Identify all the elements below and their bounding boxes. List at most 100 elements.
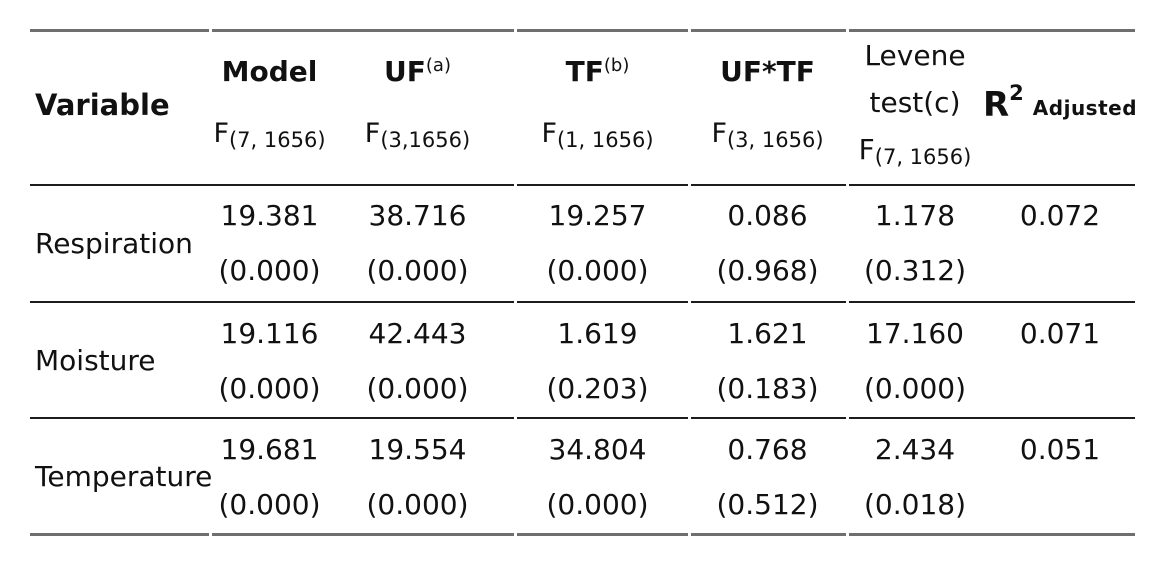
row-separator-rule [30, 301, 1135, 303]
f-value: 0.086 [727, 199, 808, 232]
column-header-variable: Variable [30, 32, 209, 184]
cell-r2: 0.071 [985, 304, 1135, 416]
cell-tf: 1.619 (0.203) [505, 304, 690, 416]
rule-gap [846, 29, 849, 32]
cell-levene: 2.434 (0.018) [845, 420, 985, 532]
p-value: (0.018) [863, 488, 966, 521]
f-value: 19.116 [220, 317, 319, 350]
uftf-f-df: (3, 1656) [726, 127, 824, 152]
header-separator-rule [30, 184, 1135, 186]
variable-header-label: Variable [35, 88, 170, 122]
cell-r2: 0.051 [985, 420, 1135, 532]
table-row-moisture: Moisture 19.116 (0.000) 42.443 (0.000) 1.6… [30, 304, 1135, 416]
rule-gap [688, 417, 691, 419]
column-header-model: Model F(7, 1656) [209, 32, 330, 184]
r2-superscript: 2 [1009, 81, 1024, 105]
f-value: 1.621 [727, 317, 808, 350]
cell-uf: 19.554 (0.000) [330, 420, 505, 532]
f-value: 0.768 [727, 433, 808, 466]
row-label: Moisture [35, 343, 156, 377]
rule-gap [846, 417, 849, 419]
cell-uftf: 0.768 (0.512) [690, 420, 845, 532]
rule-gap [688, 301, 691, 303]
p-value: (0.000) [218, 488, 321, 521]
r2-adjusted-label: Adjusted [1032, 96, 1138, 120]
rule-gap [514, 417, 517, 419]
f-value: 19.554 [368, 433, 467, 466]
table-header-row: Variable Model F(7, 1656) UF(a) F(3,1656… [30, 32, 1138, 184]
cell-levene: 17.160 (0.000) [845, 304, 985, 416]
f-value: 42.443 [368, 317, 467, 350]
table-row-temperature: Temperature 19.681 (0.000) 19.554 (0.000) … [30, 420, 1135, 532]
p-value: (0.312) [863, 254, 966, 287]
cell-uf: 42.443 (0.000) [330, 304, 505, 416]
row-label: Temperature [35, 459, 213, 493]
rule-gap [514, 533, 517, 536]
p-value: (0.512) [716, 488, 819, 521]
levene-f-df: (7, 1656) [874, 145, 972, 169]
tf-f-notation: F(1, 1656) [541, 117, 654, 152]
cell-uftf: 1.621 (0.183) [690, 304, 845, 416]
levene-header-line2: test(c) [869, 86, 961, 119]
p-value: (0.000) [546, 254, 649, 287]
column-header-r2-adjusted: R 2 Adjusted [983, 32, 1138, 184]
column-header-uf: UF(a) F(3,1656) [330, 32, 505, 184]
cell-tf: 34.804 (0.000) [505, 420, 690, 532]
table-row-respiration: Respiration 19.381 (0.000) 38.716 (0.000) … [30, 186, 1135, 300]
tf-header-superscript: (b) [603, 54, 630, 76]
uf-header-superscript: (a) [425, 54, 451, 76]
p-value: (0.000) [218, 372, 321, 405]
levene-f-notation: F(7, 1656) [858, 133, 972, 169]
rule-gap [688, 533, 691, 536]
model-f-notation: F(7, 1656) [213, 117, 326, 152]
rule-gap [688, 29, 691, 32]
uftf-header-title: UF*TF [720, 54, 815, 88]
cell-model: 19.681 (0.000) [209, 420, 330, 532]
p-value: (0.968) [716, 254, 819, 287]
rule-gap [514, 184, 517, 186]
cell-model: 19.381 (0.000) [209, 186, 330, 300]
rule-gap [209, 29, 212, 32]
model-f-df: (7, 1656) [228, 127, 326, 152]
cell-levene: 1.178 (0.312) [845, 186, 985, 300]
r2-value: 0.051 [1019, 433, 1101, 466]
p-value: (0.000) [863, 372, 966, 405]
model-header-title: Model [221, 54, 318, 88]
row-separator-rule [30, 417, 1135, 419]
f-value: 2.434 [874, 433, 956, 466]
cell-model: 19.116 (0.000) [209, 304, 330, 416]
cell-uftf: 0.086 (0.968) [690, 186, 845, 300]
uf-header-title: UF(a) [384, 54, 451, 88]
row-label: Respiration [35, 226, 193, 260]
p-value: (0.183) [716, 372, 819, 405]
p-value: (0.000) [218, 254, 321, 287]
p-value: (0.000) [546, 488, 649, 521]
cell-r2: 0.072 [985, 186, 1135, 300]
f-value: 19.681 [220, 433, 319, 466]
r2-value: 0.072 [1019, 199, 1101, 232]
rule-gap [514, 301, 517, 303]
f-value: 17.160 [866, 317, 964, 350]
f-value: 19.257 [548, 199, 647, 232]
p-value: (0.000) [366, 372, 469, 405]
levene-header-line1: Levene [864, 39, 966, 72]
tf-f-df: (1, 1656) [556, 127, 654, 152]
column-header-levene: Levene test(c) F(7, 1656) [845, 32, 985, 184]
cell-uf: 38.716 (0.000) [330, 186, 505, 300]
tf-header-title: TF(b) [565, 54, 630, 88]
statistics-table: Variable Model F(7, 1656) UF(a) F(3,1656… [30, 29, 1138, 537]
rule-gap [846, 533, 849, 536]
f-value: 1.619 [557, 317, 638, 350]
uftf-f-notation: F(3, 1656) [711, 117, 824, 152]
f-value: 19.381 [220, 199, 319, 232]
rule-gap [846, 184, 849, 186]
column-header-tf: TF(b) F(1, 1656) [505, 32, 690, 184]
table-top-rule [30, 29, 1135, 32]
p-value: (0.000) [366, 254, 469, 287]
p-value: (0.000) [366, 488, 469, 521]
p-value: (0.203) [546, 372, 649, 405]
column-header-uftf: UF*TF F(3, 1656) [690, 32, 845, 184]
cell-tf: 19.257 (0.000) [505, 186, 690, 300]
rule-gap [209, 533, 212, 536]
